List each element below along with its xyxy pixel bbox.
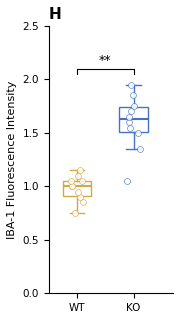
Point — [138, 146, 141, 151]
Point — [128, 125, 131, 130]
Point — [70, 179, 73, 184]
Point — [78, 168, 81, 173]
Point — [82, 200, 85, 205]
Point — [77, 189, 80, 194]
Point — [77, 173, 80, 178]
Point — [79, 195, 82, 200]
Point — [74, 211, 77, 216]
Point — [81, 179, 84, 184]
Y-axis label: IBA-1 Fluorescence Intensity: IBA-1 Fluorescence Intensity — [7, 80, 17, 239]
Point — [129, 109, 132, 114]
Point — [128, 120, 131, 125]
Point — [137, 130, 140, 135]
Point — [71, 184, 74, 189]
PathPatch shape — [63, 181, 91, 196]
PathPatch shape — [119, 108, 148, 132]
Text: **: ** — [99, 53, 112, 67]
Point — [71, 184, 74, 189]
Text: H: H — [49, 7, 62, 22]
Point — [132, 104, 135, 109]
Point — [126, 179, 129, 184]
Point — [131, 93, 134, 98]
Point — [129, 82, 132, 87]
Point — [128, 114, 131, 119]
